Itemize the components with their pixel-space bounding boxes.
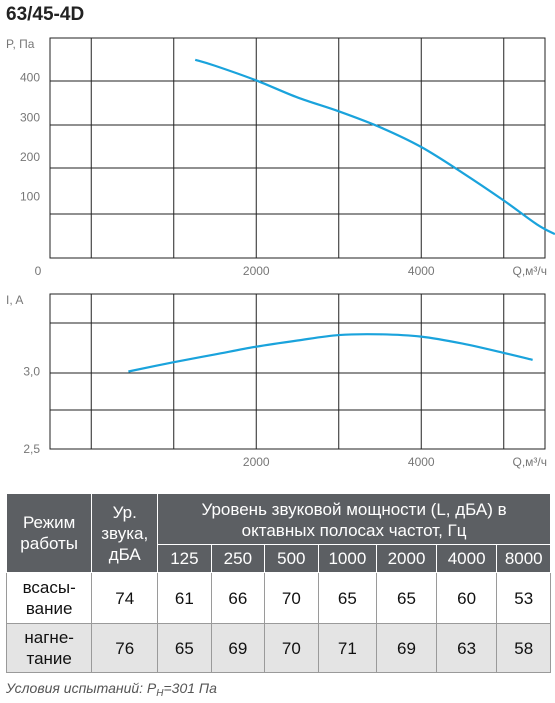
frequency-header: 8000 — [496, 544, 551, 573]
octave-value-cell: 60 — [435, 572, 498, 624]
y-axis-label: P, Па — [6, 37, 35, 51]
octave-value-cell: 70 — [264, 623, 319, 673]
y-axis-label: I, A — [6, 293, 23, 307]
octave-value-cell: 65 — [317, 572, 378, 624]
x-axis-label: Q,м³/ч — [513, 455, 548, 469]
header-sound-level: Ур. звука, дБА — [91, 493, 159, 573]
x-tick-label: 4000 — [408, 455, 435, 469]
octave-value-cell: 61 — [157, 572, 212, 624]
frequency-header: 4000 — [435, 544, 498, 573]
octave-value-cell: 63 — [435, 623, 498, 673]
mode-cell: нагне-тание — [5, 623, 93, 673]
series-line — [194, 58, 555, 236]
frequency-header: 125 — [157, 544, 212, 573]
frequency-header: 2000 — [376, 544, 437, 573]
conditions-subscript: H — [156, 688, 164, 699]
x-tick-label: 4000 — [408, 264, 435, 278]
conditions-prefix: Условия испытаний: P — [6, 680, 157, 696]
x-axis-label: Q,м³/ч — [513, 264, 548, 278]
y-tick-label: 100 — [20, 190, 40, 204]
table-row: нагне-тание 76 65 69 70 71 69 63 58 — [5, 623, 551, 673]
y-tick-label: 2,5 — [23, 442, 40, 456]
header-sound-power: Уровень звуковой мощности (L, дБА) в окт… — [157, 493, 551, 545]
octave-value-cell: 71 — [317, 623, 378, 673]
y-tick-label: 400 — [20, 71, 40, 85]
octave-value-cell: 58 — [496, 623, 551, 673]
octave-value-cell: 70 — [264, 572, 319, 624]
plot-frame — [49, 293, 546, 450]
header-mode: Режим работы — [5, 493, 93, 573]
frequency-header: 1000 — [317, 544, 378, 573]
frequency-header: 250 — [210, 544, 266, 573]
y-tick-label: 300 — [20, 110, 40, 124]
sound-level-cell: 76 — [91, 623, 159, 673]
sound-level-cell: 74 — [91, 572, 159, 624]
conditions-suffix: =301 Па — [163, 680, 217, 696]
series-line — [128, 333, 533, 373]
chart-title: 63/45-4D — [6, 4, 85, 25]
y-tick-label: 200 — [20, 150, 40, 164]
x-tick-label: 2000 — [243, 264, 270, 278]
octave-table: Режим работы Ур. звука, дБА Уровень звук… — [5, 493, 551, 673]
frequency-header: 500 — [264, 544, 319, 573]
y-tick-label: 3,0 — [23, 365, 40, 379]
octave-value-cell: 65 — [376, 572, 437, 624]
table-row: всасы-вание 74 61 66 70 65 65 60 53 — [5, 572, 551, 624]
octave-value-cell: 53 — [496, 572, 551, 624]
octave-value-cell: 69 — [210, 623, 266, 673]
x-tick-label: 2000 — [243, 455, 270, 469]
octave-value-cell: 69 — [376, 623, 437, 673]
x-zero-label: 0 — [35, 264, 42, 278]
test-conditions: Условия испытаний: PH=301 Па — [6, 680, 217, 699]
current-chart: I, A 3,0 2,5 2000 4000 Q,м³/ч — [6, 293, 548, 469]
plot-frame — [49, 37, 546, 259]
mode-cell: всасы-вание — [5, 572, 93, 624]
octave-value-cell: 66 — [210, 572, 266, 624]
octave-value-cell: 65 — [157, 623, 212, 673]
